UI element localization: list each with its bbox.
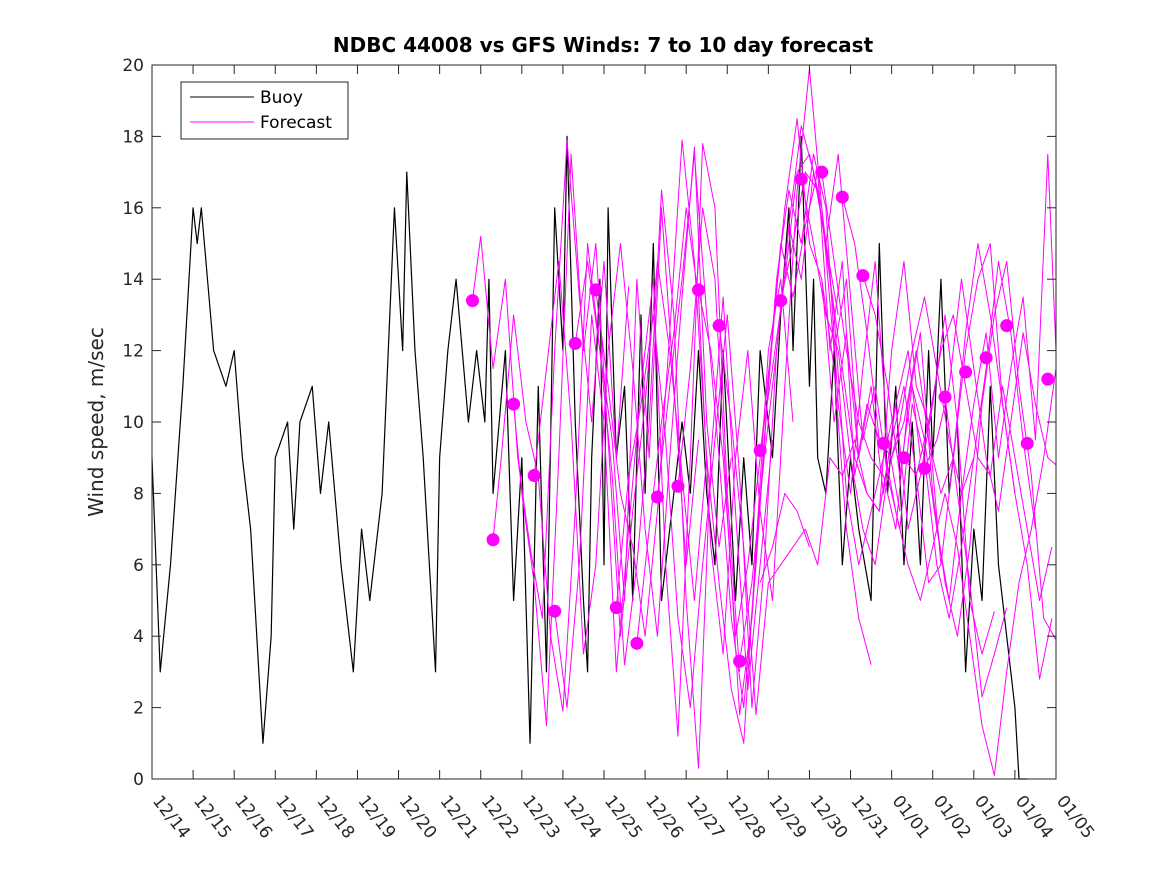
forecast-line	[903, 314, 1053, 601]
forecast-line	[513, 153, 708, 726]
forecast-marker	[712, 319, 726, 333]
forecast-marker	[959, 365, 973, 379]
forecast-marker	[548, 604, 562, 618]
x-tick-label: 12/20	[395, 792, 441, 843]
x-tick-label: 12/14	[148, 792, 194, 843]
x-tick-label: 01/03	[970, 792, 1016, 843]
forecast-marker	[876, 436, 890, 450]
forecast-line	[821, 172, 1057, 641]
forecast-line	[615, 125, 839, 709]
legend-forecast-label: Forecast	[260, 113, 332, 133]
forecast-marker	[733, 654, 747, 668]
forecast-marker	[897, 451, 911, 465]
forecast-marker	[568, 336, 582, 350]
forecast-marker	[630, 636, 644, 650]
y-tick-label: 12	[122, 342, 144, 362]
y-tick-label: 18	[122, 127, 144, 147]
forecast-marker	[835, 190, 849, 204]
forecast-line	[759, 153, 995, 655]
forecast-marker	[1020, 436, 1034, 450]
forecast-marker	[794, 172, 808, 186]
forecast-marker	[774, 294, 788, 308]
y-tick-label: 0	[133, 770, 144, 790]
forecast-line	[944, 396, 1008, 698]
x-tick-label: 12/26	[641, 792, 687, 843]
x-tick-label: 12/21	[436, 792, 482, 843]
forecast-line	[718, 260, 942, 716]
x-tick-label: 12/25	[600, 792, 646, 843]
forecast-markers	[466, 165, 1055, 668]
y-tick-label: 2	[133, 699, 144, 719]
forecast-line	[492, 207, 700, 712]
x-tick-label: 12/19	[354, 792, 400, 843]
forecast-marker	[671, 479, 685, 493]
x-tick-label: 12/27	[682, 792, 728, 843]
y-axis-ticks: 0 2 4 6 8 10 12 14 16 18 20	[122, 56, 1056, 790]
x-tick-label: 01/05	[1052, 792, 1098, 843]
forecast-line	[574, 189, 773, 769]
x-tick-label: 01/01	[888, 792, 934, 843]
forecast-marker	[856, 269, 870, 283]
forecast-marker	[815, 165, 829, 179]
x-tick-label: 12/29	[764, 792, 810, 843]
legend-buoy-label: Buoy	[260, 88, 303, 108]
chart-title: NDBC 44008 vs GFS Winds: 7 to 10 day for…	[333, 33, 874, 57]
y-tick-label: 14	[122, 270, 144, 290]
forecast-line	[841, 196, 1053, 680]
x-tick-label: 12/16	[230, 792, 276, 843]
x-tick-label: 12/17	[271, 792, 317, 843]
legend: Buoy Forecast	[180, 81, 349, 140]
forecast-line	[882, 368, 1057, 776]
forecast-line	[698, 118, 921, 637]
y-axis-label: Wind speed, m/sec	[84, 327, 108, 517]
x-tick-label: 12/30	[806, 792, 852, 843]
forecast-line	[780, 171, 1016, 584]
forecast-line	[821, 279, 872, 665]
legend-box	[180, 81, 349, 140]
forecast-line	[554, 143, 741, 737]
forecast-marker	[692, 283, 706, 297]
forecast-marker	[918, 461, 932, 475]
forecast-line	[759, 492, 810, 583]
forecast-marker	[979, 351, 993, 365]
forecast-series	[472, 68, 1057, 776]
forecast-line	[800, 179, 1036, 566]
y-tick-label: 8	[133, 484, 144, 504]
x-tick-label: 01/04	[1011, 792, 1057, 843]
forecast-marker	[507, 397, 521, 411]
x-tick-label: 01/02	[929, 792, 975, 843]
x-tick-label: 12/18	[312, 792, 358, 843]
forecast-line	[862, 153, 1057, 601]
forecast-line	[739, 153, 975, 662]
forecast-marker	[753, 444, 767, 458]
forecast-marker	[650, 490, 664, 504]
x-tick-label: 12/24	[559, 792, 605, 843]
forecast-marker	[1041, 372, 1055, 386]
x-tick-label: 12/31	[847, 792, 893, 843]
x-tick-label: 12/22	[477, 792, 523, 843]
forecast-marker	[466, 294, 480, 308]
y-tick-label: 4	[133, 627, 144, 647]
forecast-line	[677, 153, 901, 716]
y-tick-label: 20	[122, 56, 144, 76]
y-tick-label: 6	[133, 556, 144, 576]
forecast-marker	[609, 601, 623, 615]
x-tick-label: 12/28	[723, 792, 769, 843]
forecast-marker	[589, 283, 603, 297]
x-tick-label: 12/15	[189, 792, 235, 843]
forecast-line	[595, 139, 794, 744]
forecast-marker	[486, 533, 500, 547]
y-tick-label: 10	[122, 413, 144, 433]
y-tick-label: 16	[122, 199, 144, 219]
x-tick-label: 12/23	[518, 792, 564, 843]
forecast-marker	[938, 390, 952, 404]
forecast-marker	[1000, 319, 1014, 333]
forecast-marker	[527, 469, 541, 483]
